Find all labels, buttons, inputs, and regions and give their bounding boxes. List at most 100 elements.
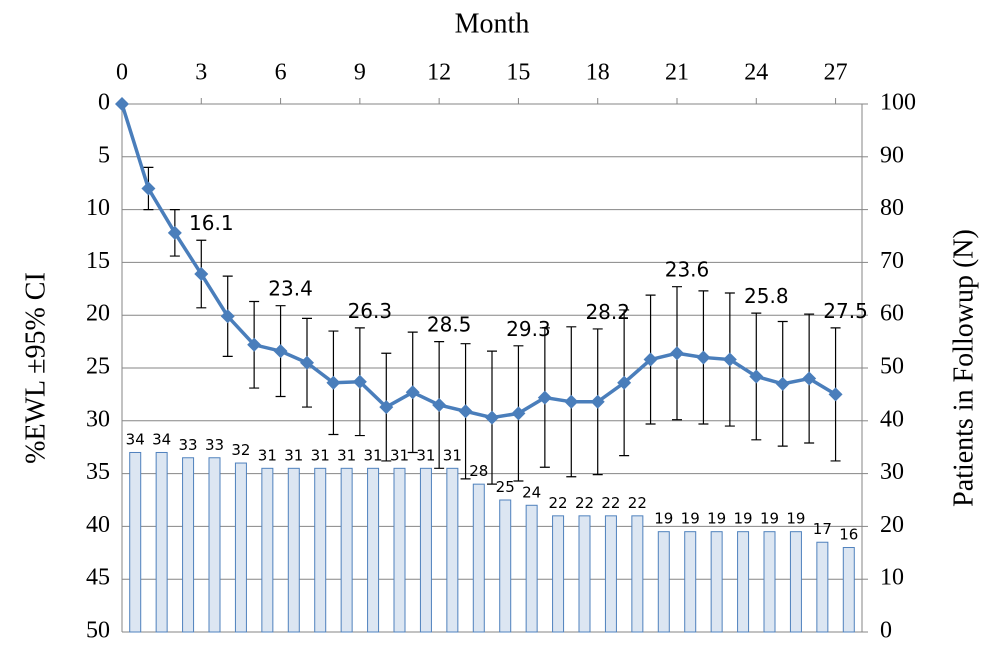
bar xyxy=(182,457,195,633)
y-tick-label: 50 xyxy=(86,618,110,644)
y-tick-label: 25 xyxy=(86,354,110,380)
bar xyxy=(684,531,697,633)
marker xyxy=(828,387,843,402)
bar-label: 19 xyxy=(707,510,726,528)
x-tick-label: 3 xyxy=(195,60,207,86)
bar xyxy=(789,531,802,633)
bar xyxy=(393,467,406,633)
bar-label: 19 xyxy=(681,510,700,528)
y-tick-label: 35 xyxy=(86,459,110,485)
marker xyxy=(722,352,737,367)
marker xyxy=(432,397,447,412)
bar-label: 19 xyxy=(734,510,753,528)
marker xyxy=(458,404,473,419)
y-tick-label: 20 xyxy=(86,301,110,327)
y2-tick-label: 80 xyxy=(880,195,904,221)
y2-axis-title: Patients in Followup (N) xyxy=(948,229,979,507)
bar xyxy=(578,515,591,633)
bar xyxy=(208,457,221,633)
bar xyxy=(446,467,459,633)
bar-label: 31 xyxy=(364,446,383,464)
x-tick-label: 15 xyxy=(506,60,530,86)
bar xyxy=(657,531,670,633)
marker xyxy=(537,390,552,405)
marker xyxy=(273,344,288,359)
bar xyxy=(340,467,353,633)
marker xyxy=(194,267,209,282)
bar-label: 31 xyxy=(390,446,409,464)
bar xyxy=(842,547,855,633)
marker xyxy=(564,394,579,409)
y2-tick-label: 20 xyxy=(880,512,904,538)
y2-tick-label: 90 xyxy=(880,142,904,168)
y-tick-label: 30 xyxy=(86,406,110,432)
y-tick-label: 0 xyxy=(98,90,110,116)
x-tick-label: 18 xyxy=(586,60,610,86)
bar xyxy=(525,504,538,633)
x-tick-label: 12 xyxy=(427,60,451,86)
marker xyxy=(670,346,684,361)
bar-label: 31 xyxy=(284,446,303,464)
bar-label: 28 xyxy=(469,462,488,480)
bar-label: 34 xyxy=(152,430,171,448)
data-label: 16.1 xyxy=(189,211,234,235)
marker xyxy=(167,225,182,240)
marker xyxy=(141,181,156,196)
bar xyxy=(816,541,829,633)
bar-label: 22 xyxy=(575,494,594,512)
y2-tick-label: 0 xyxy=(880,618,892,644)
x-tick-label: 0 xyxy=(116,60,128,86)
bar-label: 22 xyxy=(601,494,620,512)
y-tick-label: 40 xyxy=(86,512,110,538)
y-tick-label: 45 xyxy=(86,565,110,591)
marker xyxy=(617,375,632,390)
bar xyxy=(287,467,300,633)
bar-label: 22 xyxy=(628,494,647,512)
marker xyxy=(247,337,262,352)
marker xyxy=(749,369,764,384)
bar xyxy=(499,499,512,633)
bar-label: 16 xyxy=(839,526,858,544)
marker xyxy=(352,374,367,389)
bar xyxy=(631,515,644,633)
bar-label: 17 xyxy=(813,520,832,538)
marker xyxy=(590,394,605,409)
marker xyxy=(115,97,129,111)
y-tick-label: 10 xyxy=(86,195,110,221)
marker xyxy=(220,309,235,324)
y2-tick-label: 50 xyxy=(880,354,904,380)
marker xyxy=(643,352,658,367)
marker xyxy=(775,376,790,391)
bar-label: 24 xyxy=(522,483,541,501)
marker xyxy=(802,371,817,386)
bar xyxy=(419,467,432,633)
bar xyxy=(472,483,485,633)
x-tick-label: 9 xyxy=(354,60,366,86)
bar xyxy=(604,515,617,633)
data-label: 29.3 xyxy=(506,317,551,341)
bar-label: 31 xyxy=(337,446,356,464)
y-axis-title: %EWL ±95% CI xyxy=(20,272,51,464)
bar-label: 19 xyxy=(760,510,779,528)
bar-label: 25 xyxy=(496,478,515,496)
bar xyxy=(737,531,750,633)
marker xyxy=(696,350,711,365)
bar-label: 31 xyxy=(258,446,277,464)
line xyxy=(120,103,837,420)
y2-tick-label: 10 xyxy=(880,565,904,591)
marker xyxy=(485,410,499,425)
x-axis-title: Month xyxy=(455,8,530,39)
y2-tick-label: 100 xyxy=(880,90,916,116)
x-tick-label: 21 xyxy=(665,60,689,86)
bar xyxy=(314,467,327,633)
bar xyxy=(129,451,142,633)
bar xyxy=(261,467,274,633)
bar-label: 31 xyxy=(443,446,462,464)
data-label: 23.6 xyxy=(665,258,710,282)
bar-label: 19 xyxy=(786,510,805,528)
bar-label: 19 xyxy=(654,510,673,528)
bar xyxy=(155,451,168,633)
marker xyxy=(405,385,420,400)
bar-label: 31 xyxy=(416,446,435,464)
